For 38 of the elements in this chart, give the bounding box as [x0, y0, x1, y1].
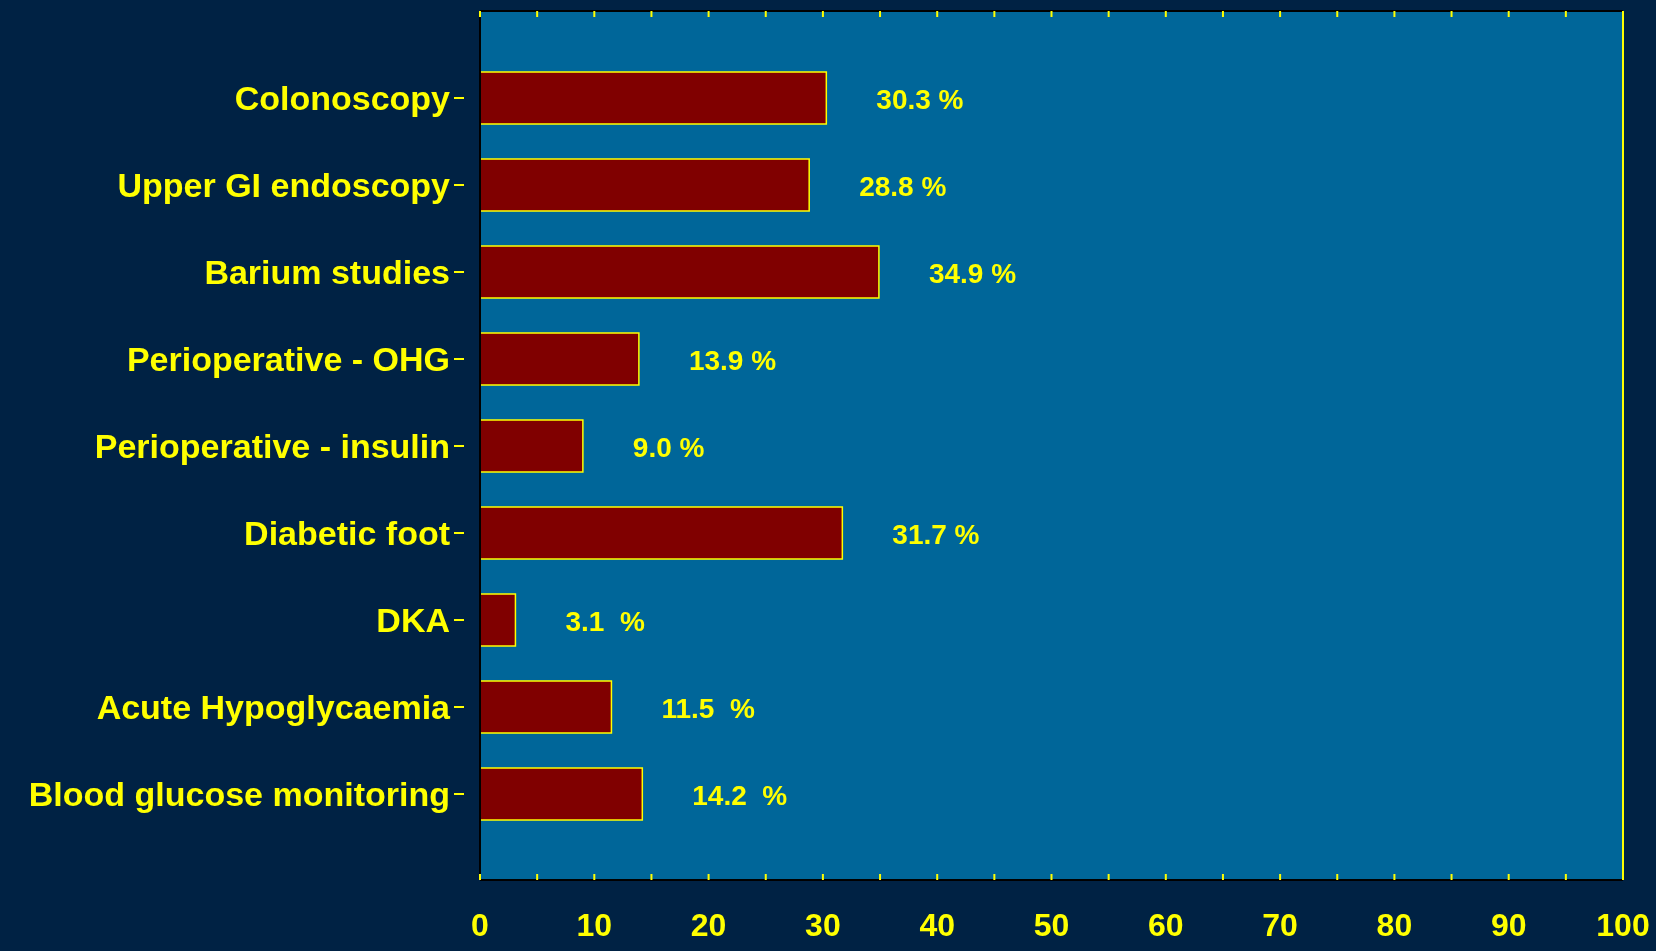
y-tick-label: Colonoscopy [234, 79, 451, 117]
x-tick-label: 60 [1148, 907, 1184, 943]
bar [479, 680, 613, 734]
data-label: 9.0 % [632, 432, 705, 463]
bar [479, 158, 810, 212]
bar [479, 419, 584, 473]
data-label: 11.5 % [661, 693, 755, 724]
x-tick-label: 10 [576, 907, 613, 943]
y-tick-label: Perioperative - insulin [94, 427, 450, 465]
bar [479, 71, 828, 125]
bar [479, 332, 640, 386]
y-tick-label: Acute Hypoglycaemia [96, 688, 452, 726]
x-tick-label: 50 [1033, 907, 1070, 943]
data-label: 30.3 % [876, 84, 964, 115]
y-tick-label: Upper GI endoscopy [117, 166, 451, 204]
data-label: 28.8 % [859, 171, 947, 202]
bar [479, 506, 844, 560]
data-label: 14.2 % [692, 780, 788, 811]
bar [479, 245, 880, 299]
data-label: 31.7 % [892, 519, 980, 550]
bar [479, 593, 517, 647]
x-tick-label: 20 [690, 907, 727, 943]
x-tick-label: 70 [1262, 907, 1298, 943]
x-tick-label: 90 [1490, 907, 1527, 943]
data-label: 3.1 % [565, 606, 645, 637]
x-tick-label: 100 [1596, 907, 1650, 943]
data-label: 34.9 % [928, 258, 1017, 289]
y-tick-label: DKA [376, 601, 450, 639]
x-tick-label: 80 [1376, 907, 1413, 943]
y-tick-label: Barium studies [204, 253, 450, 291]
data-label: 13.9 % [688, 345, 777, 376]
y-tick-label: Blood glucose monitoring [28, 775, 450, 813]
bar [479, 767, 644, 821]
x-tick-label: 40 [919, 907, 955, 943]
y-tick-label: Perioperative - OHG [126, 340, 450, 378]
x-tick-label: 30 [805, 907, 841, 943]
x-tick-label: 0 [471, 907, 489, 943]
y-tick-label: Diabetic foot [244, 514, 450, 552]
